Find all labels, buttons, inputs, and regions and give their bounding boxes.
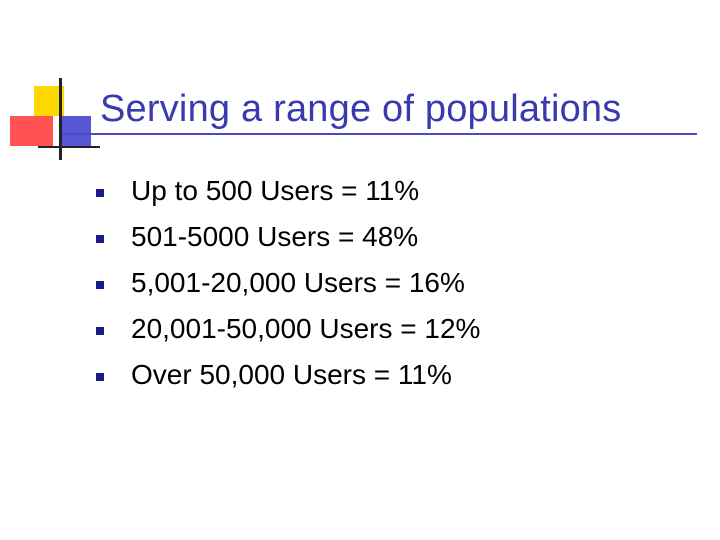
square-bullet-icon — [96, 373, 104, 381]
square-bullet-icon — [96, 281, 104, 289]
slide-title: Serving a range of populations — [100, 88, 622, 130]
logo-vertical-line — [59, 78, 62, 160]
bullet-item: Up to 500 Users = 11% — [96, 168, 480, 214]
bullet-item: 501-5000 Users = 48% — [96, 214, 480, 260]
bullet-item: Over 50,000 Users = 11% — [96, 352, 480, 398]
bullet-text: Over 50,000 Users = 11% — [131, 359, 452, 390]
square-bullet-icon — [96, 327, 104, 335]
bullet-text: 20,001-50,000 Users = 12% — [131, 313, 481, 344]
title-divider — [62, 133, 697, 135]
square-bullet-icon — [96, 189, 104, 197]
bullet-list: Up to 500 Users = 11% 501-5000 Users = 4… — [96, 168, 480, 398]
logo-horizontal-line — [38, 146, 100, 148]
bullet-text: 5,001-20,000 Users = 16% — [131, 267, 465, 298]
square-bullet-icon — [96, 235, 104, 243]
bullet-item: 20,001-50,000 Users = 12% — [96, 306, 480, 352]
bullet-text: 501-5000 Users = 48% — [131, 221, 419, 252]
bullet-item: 5,001-20,000 Users = 16% — [96, 260, 480, 306]
logo-red-square — [10, 116, 53, 146]
logo-blue-square — [61, 116, 91, 146]
corner-logo — [0, 0, 110, 170]
bullet-text: Up to 500 Users = 11% — [131, 175, 420, 206]
